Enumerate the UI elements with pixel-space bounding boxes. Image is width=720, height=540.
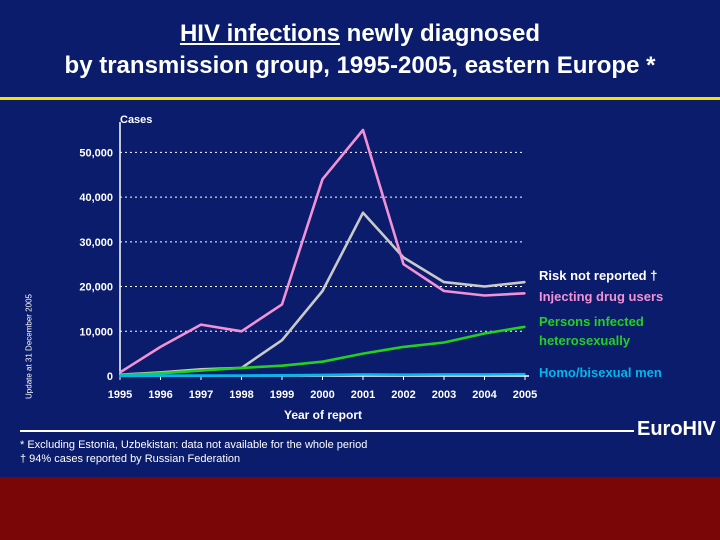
x-tick-label: 1998 (229, 389, 253, 401)
data-point (483, 373, 486, 376)
x-tick-label: 2002 (391, 389, 415, 401)
data-point (402, 263, 405, 265)
title-rest-text: newly diagnosed (339, 20, 541, 47)
data-point (321, 360, 324, 363)
data-point (483, 332, 486, 335)
footnotes: * Excluding Estonia, Uzbekistan: data no… (20, 438, 367, 466)
x-tick-label: 2003 (432, 389, 456, 401)
legend-entry-line: Injecting drug users (539, 289, 663, 304)
slide-title: HIV infections newly diagnosed by transm… (0, 18, 720, 82)
data-point (524, 373, 526, 376)
x-tick-label: 2000 (310, 389, 334, 401)
data-point (281, 339, 283, 342)
series-line-1 (119, 128, 526, 374)
data-point (402, 373, 405, 376)
x-tick-label: 1999 (270, 389, 294, 401)
data-point (362, 211, 364, 214)
x-tick-label: 2001 (351, 389, 375, 401)
data-point (443, 290, 445, 292)
legend: Risk not reported † Injecting drug users P… (539, 268, 663, 380)
data-point (200, 369, 202, 372)
data-point (524, 326, 526, 328)
footer-divider (20, 430, 634, 432)
data-point (281, 374, 283, 377)
data-point (362, 373, 364, 376)
data-point (159, 372, 162, 375)
data-point (524, 292, 526, 295)
legend-entry: Risk not reported † (539, 268, 657, 283)
x-tick-label: 2004 (472, 389, 497, 401)
footnote-1: * Excluding Estonia, Uzbekistan: data no… (20, 439, 368, 451)
y-tick-label: 0 (107, 371, 113, 383)
eurohiv-brand: EuroHIV (637, 418, 716, 440)
data-point (321, 178, 324, 180)
data-point (402, 256, 405, 259)
y-tick-label: 20,000 (79, 282, 113, 294)
data-point (240, 374, 243, 377)
data-point (483, 285, 486, 288)
data-point (321, 374, 324, 376)
legend-entry: Homo/bisexual men (539, 365, 662, 380)
data-point (281, 303, 283, 306)
legend-entry-line: Persons infected (539, 314, 644, 329)
series-line-2 (119, 325, 526, 377)
data-point (443, 281, 445, 283)
y-tick-label: 50,000 (79, 147, 113, 159)
data-point (362, 129, 364, 131)
data-point (443, 341, 445, 344)
data-point (119, 374, 121, 377)
y-axis-label: Cases (120, 114, 152, 126)
y-tick-label: 40,000 (79, 192, 113, 204)
data-point (240, 330, 243, 333)
y-tick-label: 30,000 (79, 237, 113, 249)
legend-entry-line: Risk not reported † (539, 268, 657, 283)
data-point (362, 352, 364, 355)
x-tick-label: 1996 (148, 389, 172, 401)
footnote-2: † 94% cases reported by Russian Federati… (20, 453, 241, 465)
x-tick-label: 2005 (513, 389, 537, 401)
title-underlined-text: HIV infections (179, 20, 340, 47)
data-point (200, 323, 202, 326)
y-tick-label: 10,000 (79, 326, 113, 338)
line-chart: 0 10,000 20,000 30,000 40,000 50,000 1995 1996… (79, 114, 663, 422)
data-point (159, 374, 162, 377)
data-point (281, 364, 283, 367)
data-point (240, 367, 243, 369)
legend-entry: Injecting drug users (539, 289, 663, 304)
data-point (443, 373, 445, 376)
data-point (402, 346, 405, 348)
x-axis-label: Year of report (284, 408, 362, 422)
data-point (159, 346, 162, 348)
title-line-2: by transmission group, 1995-2005, easter… (64, 52, 656, 79)
data-point (321, 290, 324, 292)
data-point (119, 371, 121, 374)
series-lines (119, 128, 526, 378)
footer-band (0, 477, 720, 540)
legend-entry: Persons infected heterosexually (539, 314, 644, 348)
data-point (200, 374, 202, 377)
x-tick-label: 1995 (108, 389, 132, 401)
title-line-1: HIV infections newly diagnosed (0, 18, 720, 50)
data-point (483, 294, 486, 297)
legend-entry-line: heterosexually (539, 333, 631, 348)
y-tick-labels: 0 10,000 20,000 30,000 40,000 50,000 (79, 147, 113, 383)
data-point (524, 281, 526, 283)
x-tick-labels: 1995 1996 1997 1998 1999 2000 2001 2002 2003 2004… (108, 389, 537, 401)
title-divider (0, 97, 720, 100)
axes (119, 122, 529, 380)
legend-entry-line: Homo/bisexual men (539, 365, 662, 380)
x-tick-label: 1997 (189, 389, 213, 401)
